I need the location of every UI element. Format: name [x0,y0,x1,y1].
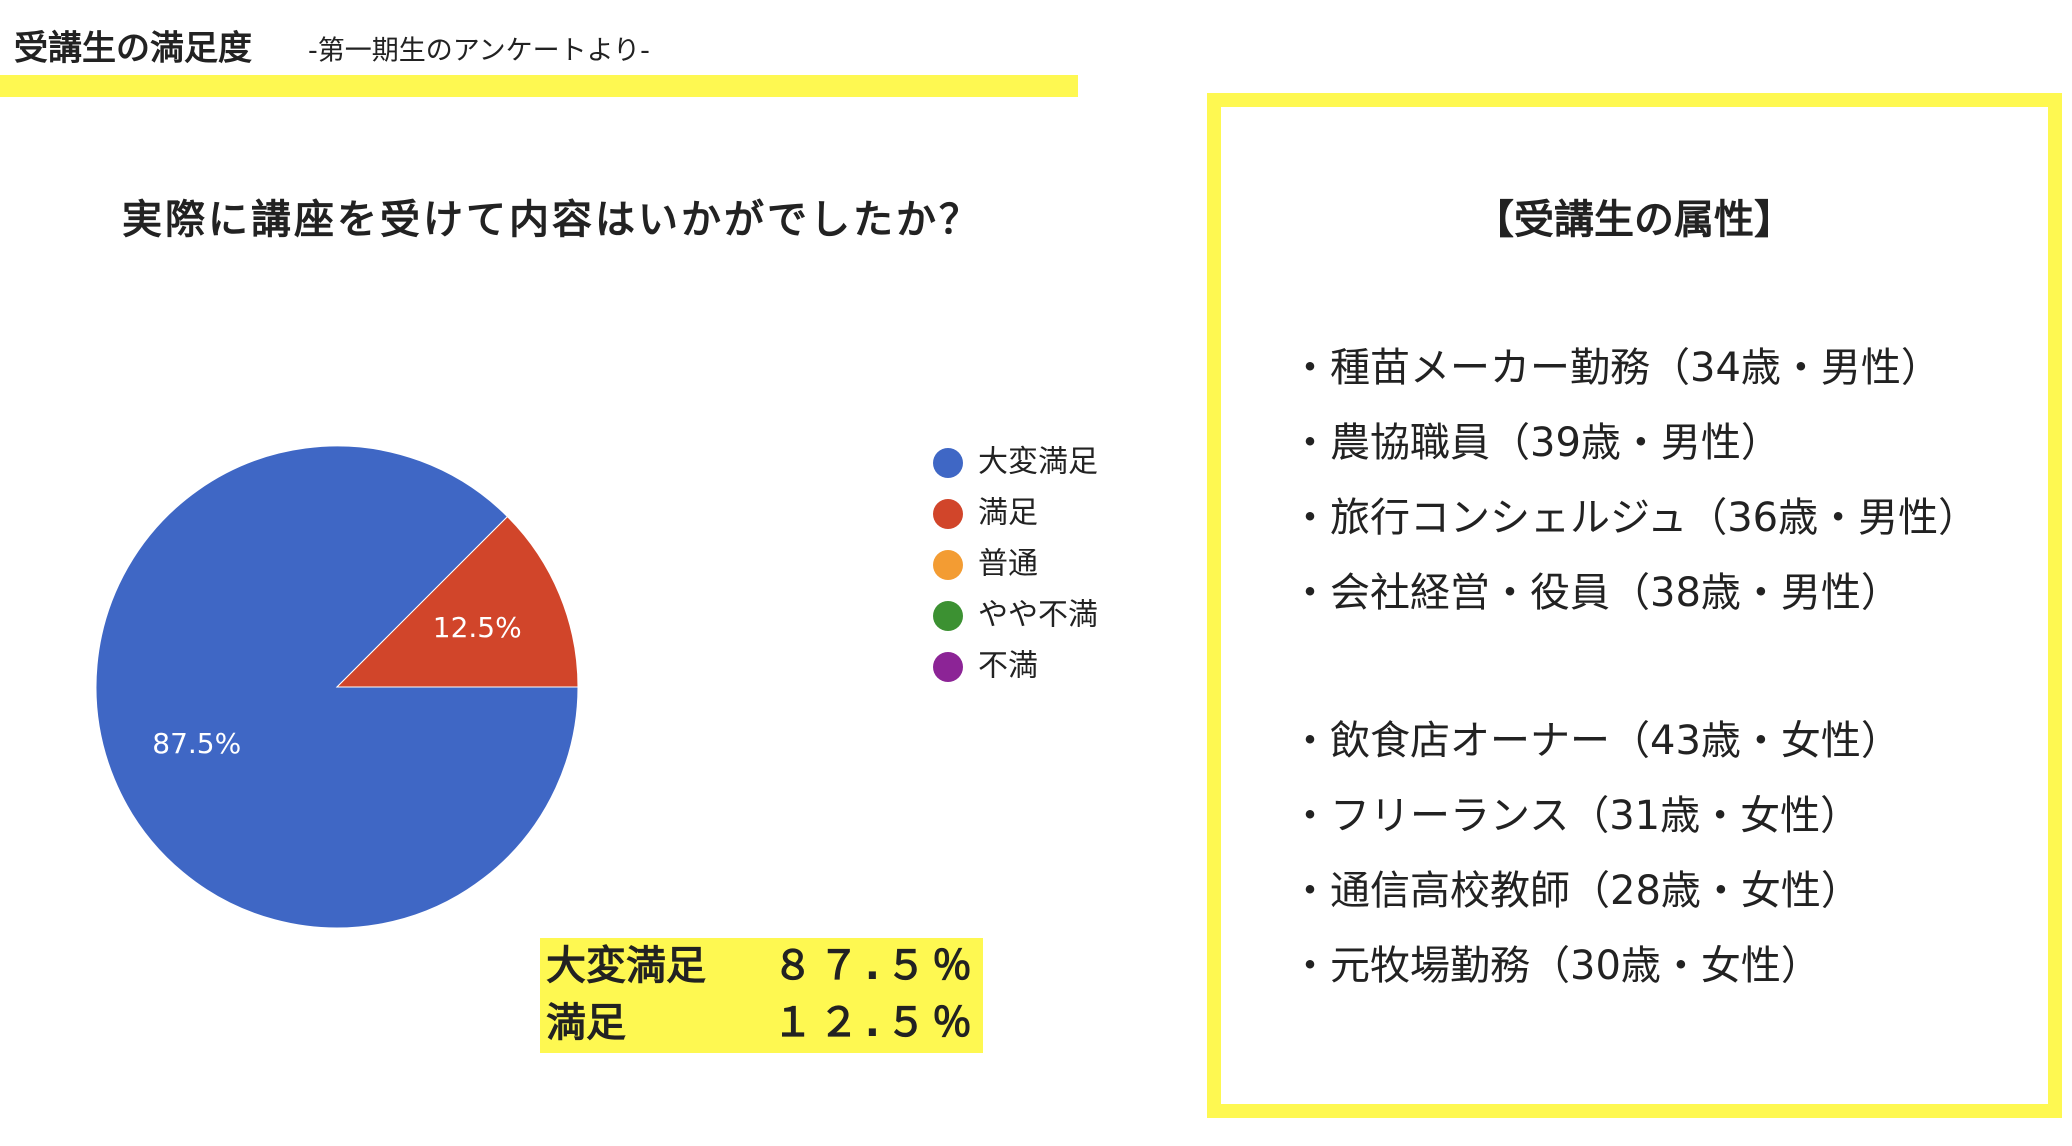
data-label: 87.5% [152,727,241,760]
header-subtitle: -第一期生のアンケートより- [308,36,650,67]
summary-label: 満足 [546,1000,626,1046]
attributes-title: 【受講生の属性】 [1474,197,1794,243]
summary-value: ８７.５％ [773,943,978,989]
summary-value: １２.５％ [773,1000,978,1046]
legend-label: 普通 [978,547,1038,582]
header-underline [0,75,1078,97]
legend-label: 満足 [978,496,1038,531]
pie-slice [335,515,579,688]
legend-swatch [933,499,963,529]
header-title: 受講生の満足度 [14,29,252,69]
data-label: 12.5% [433,611,522,644]
legend-label: 大変満足 [978,445,1098,480]
legend-swatch [933,601,963,631]
attribute-item: ・種苗メーカー勤務（34歳・男性） [1290,345,1941,391]
attributes-box [1207,93,2062,1118]
attribute-item: ・飲食店オーナー（43歳・女性） [1290,718,1901,764]
summary-box [540,938,983,1053]
attribute-item: ・会社経営・役員（38歳・男性） [1290,570,1901,616]
legend-label: やや不満 [978,598,1098,633]
legend-label: 不満 [978,649,1038,684]
attribute-item: ・農協職員（39歳・男性） [1290,420,1781,466]
chart-title: 実際に講座を受けて内容はいかがでしたか？ [122,197,982,243]
legend-swatch [933,550,963,580]
attribute-item: ・元牧場勤務（30歳・女性） [1290,943,1821,989]
legend-swatch [933,652,963,682]
attribute-item: ・旅行コンシェルジュ（36歳・男性） [1290,495,1978,541]
summary-label: 大変満足 [546,943,706,989]
attribute-item: ・通信高校教師（28歳・女性） [1290,868,1861,914]
legend-swatch [933,448,963,478]
attribute-item: ・フリーランス（31歳・女性） [1290,793,1860,839]
